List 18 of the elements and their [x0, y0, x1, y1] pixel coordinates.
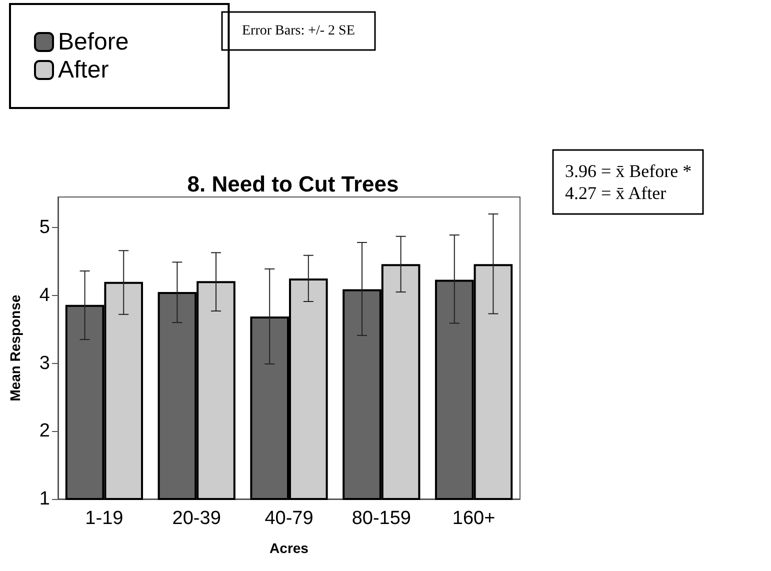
y-tick-label: 4 [39, 284, 50, 306]
x-tick-label: 160+ [452, 508, 496, 529]
y-tick-label: 3 [39, 352, 50, 374]
x-tick-label: 40-79 [264, 508, 314, 529]
text: 4.27 = x̄ After [565, 183, 666, 203]
x-tick-label: 20-39 [172, 508, 221, 529]
y-axis-title: Mean Response [7, 294, 23, 402]
x-axis-title: Acres [270, 540, 309, 556]
x-tick-label: 1-19 [85, 508, 124, 529]
text: 3.96 = x̄ Before * [565, 161, 692, 181]
legend-label: After [58, 56, 109, 84]
text: Error Bars: +/- 2 SE [242, 24, 355, 38]
x-tick-label: 80-159 [352, 508, 411, 529]
chart-title: 8. Need to Cut Trees [187, 172, 399, 196]
y-tick-label: 2 [39, 420, 50, 442]
y-tick-label: 5 [39, 217, 50, 238]
y-tick-label: 1 [39, 488, 50, 510]
legend-label: Before [58, 28, 129, 56]
